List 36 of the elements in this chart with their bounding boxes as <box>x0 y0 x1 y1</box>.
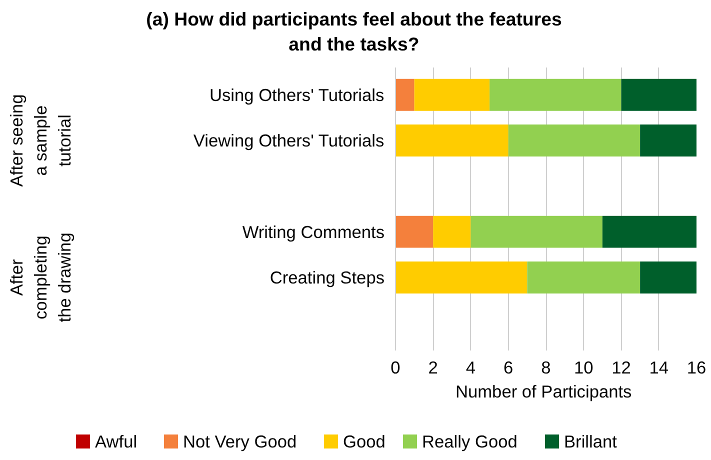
y-tick-label: Writing Comments <box>242 222 385 242</box>
bar <box>414 78 490 111</box>
x-tick-label: 6 <box>504 358 514 378</box>
y-tick-label: Using Others' Tutorials <box>209 84 385 105</box>
bar <box>490 78 622 111</box>
bar <box>640 124 696 157</box>
x-tick-label: 16 <box>686 358 706 378</box>
bar <box>396 124 508 157</box>
legend-label: Really Good <box>422 432 518 452</box>
bar <box>602 216 696 248</box>
x-tick-label: 2 <box>428 358 438 378</box>
bar <box>396 78 414 111</box>
bar <box>396 261 528 294</box>
y-tick-label: Viewing Others' Tutorials <box>193 130 385 151</box>
x-tick-label: 12 <box>612 358 631 378</box>
x-tick-label: 4 <box>466 358 476 378</box>
bar <box>640 261 696 294</box>
x-axis-title: Number of Participants <box>455 382 632 402</box>
legend-label: Awful <box>95 432 138 452</box>
chart-title: (a) How did participants feel about the features and the tasks? <box>146 8 562 55</box>
x-tick-label: 14 <box>649 358 669 378</box>
y-tick-label: Creating Steps <box>270 267 385 288</box>
bar <box>433 216 471 248</box>
text: After seeing a sample tutorial <box>6 94 74 187</box>
bar <box>621 78 696 111</box>
x-tick-label: 8 <box>541 358 551 378</box>
bar <box>527 261 640 294</box>
text: After completing the drawing <box>6 232 74 322</box>
bar <box>508 124 640 157</box>
bar <box>470 216 602 248</box>
legend-label: Brillant <box>564 432 618 452</box>
legend-label: Good <box>343 432 386 452</box>
x-tick-label: 10 <box>574 358 594 378</box>
legend-label: Not Very Good <box>183 432 297 452</box>
bar <box>396 216 434 248</box>
x-tick-label: 0 <box>390 358 400 378</box>
